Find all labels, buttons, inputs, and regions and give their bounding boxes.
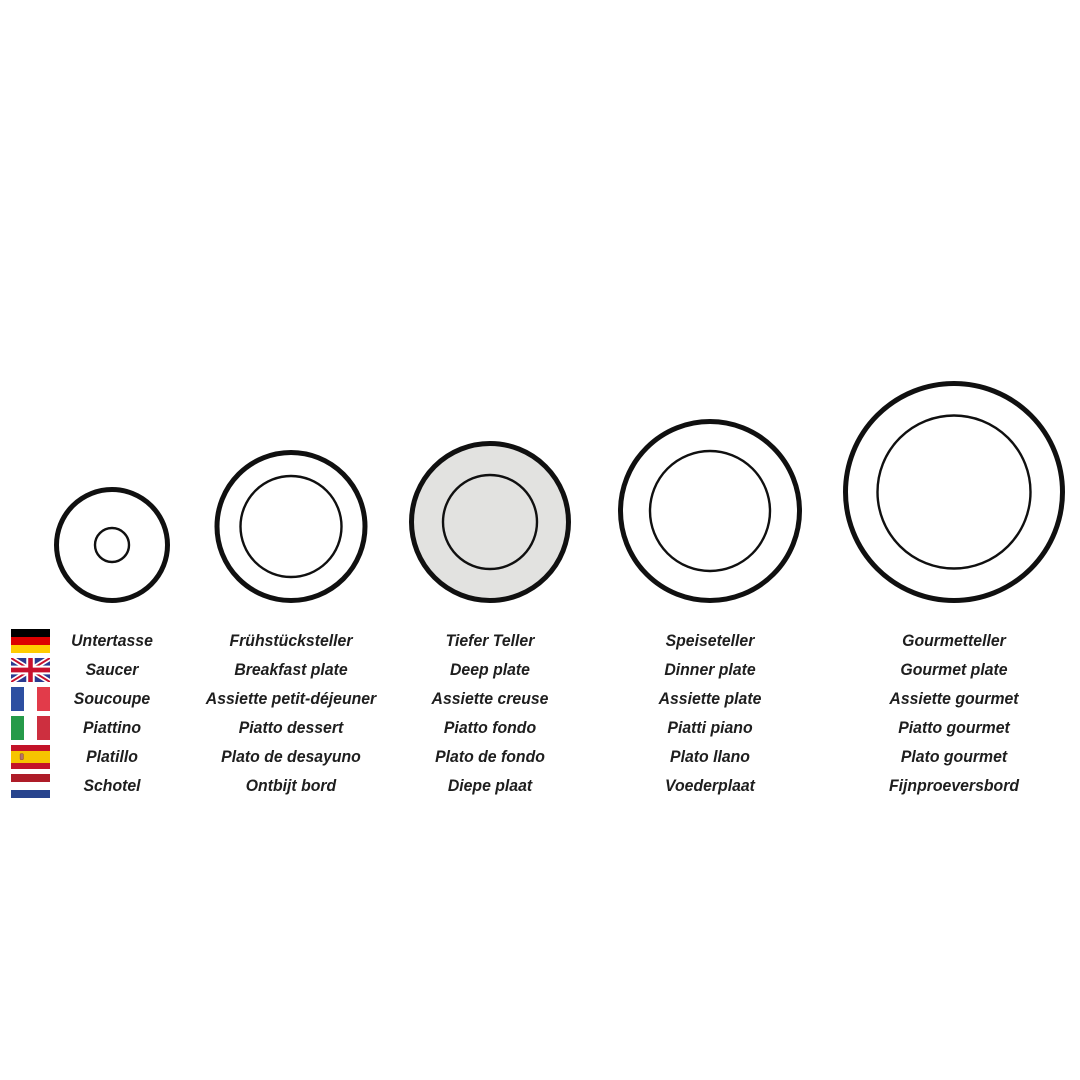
plate-label-es: Plato de desayuno [221,747,361,766]
plate-label-nl: Fijnproeversbord [888,776,1020,795]
plate-label-fr: Assiette creuse [431,689,549,708]
plate-label-it: Piatti piano [667,718,753,737]
plate-label-it: Piattino [83,718,141,737]
plate-label-de: Tiefer Teller [445,631,535,650]
label-column-breakfast-plate: Frühstücksteller Breakfast plate Assiett… [170,626,412,800]
plate-label-es: Plato gourmet [900,747,1008,766]
plate-label-en: Saucer [85,660,139,679]
plate-inner-circle [441,473,539,571]
plate-label-nl: Ontbijt bord [245,776,337,795]
label-column-gourmet-plate: Gourmetteller Gourmet plate Assiette gou… [833,626,1075,800]
label-column-dinner-plate: Speiseteller Dinner plate Assiette plate… [589,626,831,800]
plate-inner-circle [876,414,1032,570]
plate-label-en: Breakfast plate [234,660,348,679]
flag-column [11,626,50,800]
plate-label-de: Frühstücksteller [229,631,353,650]
plate-label-nl: Diepe plaat [447,776,533,795]
plate-inner-circle [93,526,131,564]
plate-label-de: Untertasse [71,631,153,650]
germany-flag-icon [11,628,50,653]
label-column-deep-plate: Tiefer Teller Deep plate Assiette creuse… [369,626,611,800]
label-column-saucer: Untertasse Saucer Soucoupe Piattino Plat… [0,626,233,800]
plate-label-it: Piatto gourmet [898,718,1010,737]
plate-label-de: Speiseteller [665,631,755,650]
plate-label-nl: Voederplaat [665,776,755,795]
uk-flag-icon [11,657,50,682]
plate-label-it: Piatto fondo [443,718,537,737]
plate-label-it: Piatto dessert [238,718,344,737]
plate-label-en: Deep plate [450,660,530,679]
plate-label-en: Dinner plate [664,660,756,679]
plate-label-es: Platillo [86,747,138,766]
spain-flag-icon [11,744,50,769]
plate-label-de: Gourmetteller [902,631,1006,650]
netherlands-flag-icon [11,773,50,798]
italy-flag-icon [11,715,50,740]
plate-label-fr: Soucoupe [73,689,151,708]
plate-outer-circle [54,487,170,603]
plate-outer-circle [214,450,368,603]
plate-label-fr: Assiette gourmet [889,689,1019,708]
plate-inner-circle [239,474,343,579]
plate-label-fr: Assiette petit-déjeuner [205,689,377,708]
plate-label-es: Plato de fondo [435,747,545,766]
plate-label-es: Plato llano [670,747,750,766]
plate-label-nl: Schotel [83,776,141,795]
plate-inner-circle [648,449,772,573]
plate-outer-circle [618,419,802,603]
plate-label-fr: Assiette plate [658,689,762,708]
plate-outer-circle [409,441,571,603]
plate-label-en: Gourmet plate [900,660,1008,679]
france-flag-icon [11,686,50,711]
